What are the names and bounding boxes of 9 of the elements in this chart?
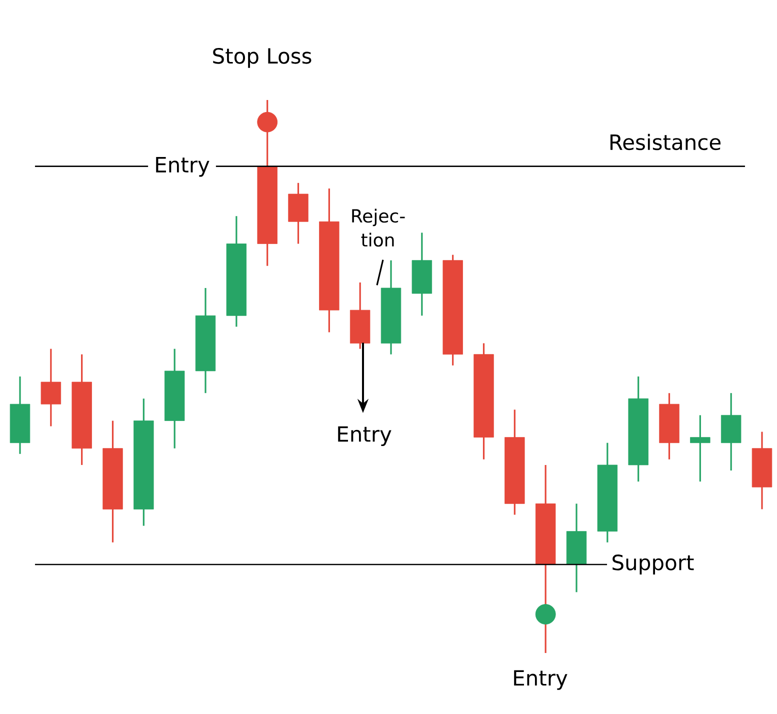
annotation: Entry <box>338 426 392 446</box>
annotation: Entry <box>156 157 210 177</box>
candlestick <box>690 414 710 482</box>
text: Stop Loss <box>213 48 312 68</box>
candlestick <box>40 348 62 428</box>
ref-line-label: Resistance <box>610 134 721 150</box>
ref-line-label: Support <box>612 554 694 574</box>
annotation: Rejec-tion <box>352 208 405 247</box>
text: Entry <box>514 670 568 690</box>
